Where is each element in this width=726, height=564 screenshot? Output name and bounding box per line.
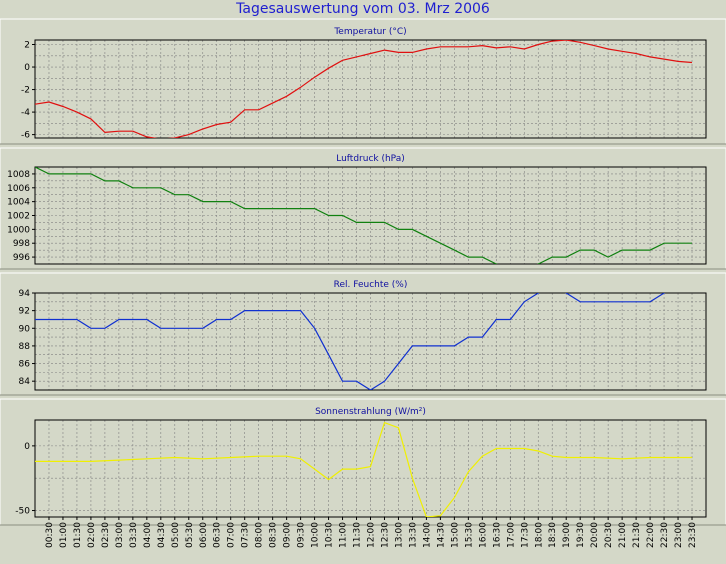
x-tick-label: 22:00: [646, 522, 656, 548]
x-tick-label: 11:00: [339, 522, 349, 548]
y-tick-label: 88: [19, 342, 31, 352]
x-tick-label: 08:30: [269, 522, 279, 548]
x-tick-label: 02:00: [87, 522, 97, 548]
x-tick-label: 20:00: [590, 522, 600, 548]
series-line: [35, 40, 693, 138]
x-tick-label: 18:30: [548, 522, 558, 548]
x-tick-label: 01:30: [73, 522, 83, 548]
series-line: [35, 293, 666, 390]
panel-background: [0, 272, 726, 396]
x-tick-label: 14:00: [422, 522, 432, 548]
panel-background: [0, 18, 726, 145]
y-tick-label: 0: [24, 442, 30, 452]
x-tick-label: 18:00: [534, 522, 544, 548]
y-tick-label: 1006: [7, 184, 30, 194]
x-tick-label: 05:30: [185, 522, 195, 548]
x-tick-label: 23:30: [688, 522, 698, 548]
y-tick-label: 92: [19, 307, 30, 317]
y-tick-label: -50: [15, 507, 30, 517]
x-tick-label: 04:00: [143, 522, 153, 548]
x-tick-label: 07:00: [227, 522, 237, 548]
x-tick-label: 04:30: [157, 522, 167, 548]
series-line: [35, 421, 692, 517]
x-tick-label: 10:00: [311, 522, 321, 548]
y-tick-label: 86: [19, 360, 31, 370]
x-tick-label: 06:00: [199, 522, 209, 548]
x-tick-label: 21:30: [632, 522, 642, 548]
y-tick-label: 998: [13, 239, 30, 249]
humidity-chart: Rel. Feuchte (%) 94 92 90 88 86 84: [0, 272, 726, 396]
x-tick-label: 08:00: [255, 522, 265, 548]
air-pressure-chart: Luftdruck (hPa) 1008 1006 1004 1002 1000 998 99…: [0, 147, 726, 270]
y-tick-label: 90: [19, 324, 31, 334]
x-tick-label: 10:30: [325, 522, 335, 548]
y-tick-label: 996: [13, 253, 30, 263]
x-tick-label: 15:00: [450, 522, 460, 548]
chart-title: Rel. Feuchte (%): [334, 280, 408, 290]
chart-title: Luftdruck (hPa): [336, 154, 405, 164]
y-tick-label: 0: [24, 63, 30, 73]
x-tick-label: 20:30: [604, 522, 614, 548]
x-tick-label: 11:30: [353, 522, 363, 548]
temperature-chart: Temperatur (°C) 2 0 -2 -4 -6: [0, 18, 726, 145]
y-tick-label: 94: [19, 289, 31, 299]
page-title: Tagesauswertung vom 03. Mrz 2006: [236, 1, 490, 17]
x-tick-label: 13:00: [394, 522, 404, 548]
y-tick-label: -2: [21, 86, 30, 96]
x-tick-label: 17:30: [520, 522, 530, 548]
panel-background: [0, 398, 726, 526]
x-tick-label: 19:00: [562, 522, 572, 548]
x-tick-label: 16:00: [478, 522, 488, 548]
x-tick-label: 06:30: [213, 522, 223, 548]
chart-title: Sonnenstrahlung (W/m²): [315, 407, 426, 417]
x-tick-label: 17:00: [506, 522, 516, 548]
x-tick-label: 15:30: [464, 522, 474, 548]
plot-frame: [34, 39, 707, 139]
x-tick-label: 21:00: [618, 522, 628, 548]
x-tick-label: 03:30: [129, 522, 139, 548]
x-tick-label: 19:30: [576, 522, 586, 548]
x-tick-label: 09:00: [283, 522, 293, 548]
x-tick-label: 03:00: [115, 522, 125, 548]
y-tick-label: 84: [19, 377, 31, 387]
x-tick-label: 16:30: [492, 522, 502, 548]
x-tick-label: 09:30: [297, 522, 307, 548]
x-tick-label: 12:30: [380, 522, 390, 548]
x-tick-label: 13:30: [408, 522, 418, 548]
x-tick-label: 05:00: [171, 522, 181, 548]
x-tick-label: 22:30: [660, 522, 670, 548]
x-tick-label: 07:30: [241, 522, 251, 548]
y-tick-label: 1002: [7, 212, 30, 222]
x-axis: 00:30 01:00 01:30 02:00 02:30 03:00 03:30 04:00…: [45, 517, 698, 548]
x-tick-label: 23:00: [674, 522, 684, 548]
chart-title: Temperatur (°C): [333, 27, 406, 37]
y-tick-label: 2: [24, 41, 30, 51]
x-tick-label: 14:30: [436, 522, 446, 548]
series-line: [35, 167, 692, 264]
y-tick-label: 1004: [7, 198, 30, 208]
y-tick-label: -4: [21, 108, 30, 118]
x-tick-label: 02:30: [101, 522, 111, 548]
x-tick-label: 12:00: [367, 522, 377, 548]
solar-radiation-chart: Sonnenstrahlung (W/m²) 0 -50: [0, 398, 726, 526]
y-tick-label: 1008: [7, 170, 30, 180]
x-tick-label: 01:00: [59, 522, 69, 548]
y-tick-label: -6: [21, 131, 30, 141]
y-tick-label: 1000: [7, 225, 30, 235]
x-tick-label: 00:30: [45, 522, 55, 548]
plot-frame: [34, 166, 707, 265]
